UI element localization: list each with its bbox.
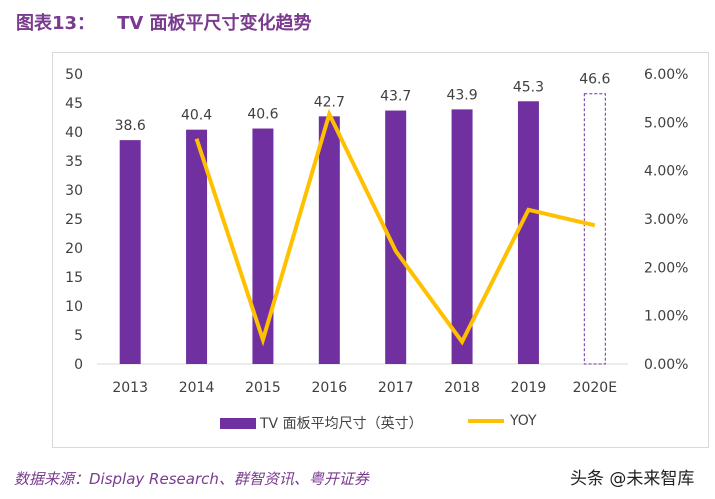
x-tick-label: 2013 bbox=[112, 380, 148, 396]
figure-label: 图表13： bbox=[16, 13, 96, 34]
legend-item-line: YOY bbox=[468, 413, 537, 429]
left-tick-label: 35 bbox=[65, 154, 83, 170]
bar bbox=[318, 116, 340, 364]
left-tick-label: 10 bbox=[65, 299, 83, 315]
right-tick-label: 3.00% bbox=[644, 212, 688, 228]
right-tick-label: 6.00% bbox=[644, 67, 688, 83]
right-tick-label: 5.00% bbox=[644, 115, 688, 131]
watermark: 头条 @未来智库 bbox=[570, 469, 695, 489]
bar-data-label: 42.7 bbox=[314, 94, 345, 110]
x-tick-label: 2018 bbox=[444, 380, 480, 396]
legend-item-bar: TV 面板平均尺寸（英寸） bbox=[220, 413, 423, 433]
legend-swatch-bar bbox=[220, 417, 256, 429]
bar-data-label: 43.9 bbox=[446, 87, 477, 103]
bar bbox=[517, 101, 539, 364]
bar-forecast bbox=[583, 93, 606, 365]
chart-frame bbox=[52, 52, 709, 448]
right-tick-label: 0.00% bbox=[644, 357, 688, 373]
left-tick-label: 20 bbox=[65, 241, 83, 257]
right-tick-label: 1.00% bbox=[644, 309, 688, 325]
bar bbox=[186, 129, 208, 364]
right-tick-label: 2.00% bbox=[644, 260, 688, 276]
left-tick-label: 0 bbox=[74, 357, 83, 373]
left-tick-label: 30 bbox=[65, 183, 83, 199]
bar bbox=[252, 128, 274, 364]
left-tick-label: 50 bbox=[65, 67, 83, 83]
x-tick-label: 2014 bbox=[179, 380, 215, 396]
bar-data-label: 38.6 bbox=[115, 118, 146, 134]
left-tick-label: 45 bbox=[65, 96, 83, 112]
legend-swatch-line bbox=[468, 419, 504, 423]
x-tick-label: 2015 bbox=[245, 380, 281, 396]
source-note: 数据来源：Display Research、群智资讯、粤开证券 bbox=[14, 470, 369, 488]
legend-label-line: YOY bbox=[510, 413, 537, 429]
legend-label-bar: TV 面板平均尺寸（英寸） bbox=[260, 416, 423, 432]
left-tick-label: 40 bbox=[65, 125, 83, 141]
left-tick-label: 5 bbox=[74, 328, 83, 344]
figure-title: 图表13： TV 面板平尺寸变化趋势 bbox=[16, 9, 312, 35]
bar-data-label: 40.6 bbox=[247, 107, 278, 123]
x-tick-label: 2019 bbox=[511, 380, 547, 396]
bar-data-label: 46.6 bbox=[579, 72, 610, 88]
figure-title-text: TV 面板平尺寸变化趋势 bbox=[117, 13, 312, 34]
x-tick-label: 2017 bbox=[378, 380, 414, 396]
bar-data-label: 43.7 bbox=[380, 89, 411, 105]
bar bbox=[451, 109, 473, 364]
right-tick-label: 4.00% bbox=[644, 164, 688, 180]
left-tick-label: 25 bbox=[65, 212, 83, 228]
left-tick-label: 15 bbox=[65, 270, 83, 286]
bar-data-label: 45.3 bbox=[513, 79, 544, 95]
bar bbox=[119, 140, 141, 364]
bar bbox=[385, 110, 407, 364]
bar-data-label: 40.4 bbox=[181, 108, 212, 124]
x-tick-label: 2016 bbox=[311, 380, 347, 396]
x-tick-label: 2020E bbox=[573, 380, 617, 396]
